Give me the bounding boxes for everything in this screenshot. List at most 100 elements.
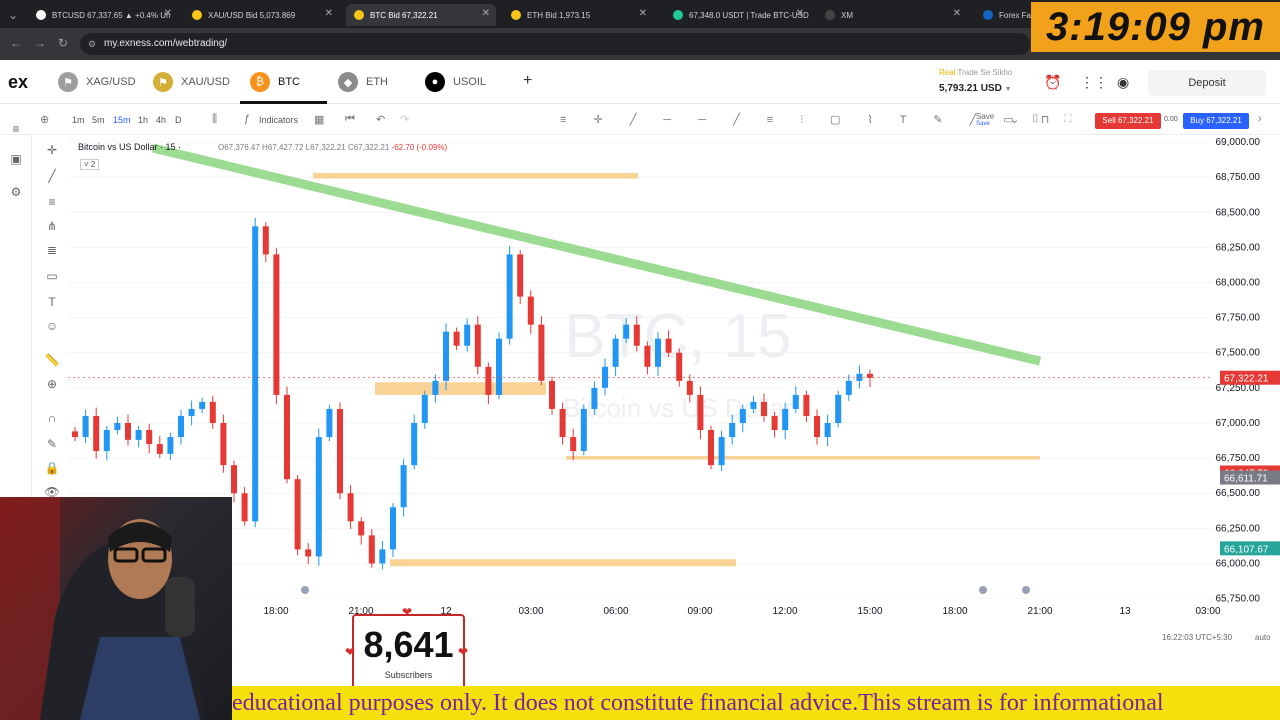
tab-favicon-icon [983,10,993,20]
tab-favicon-icon [36,10,46,20]
instrument-tab-xau-usd[interactable]: ⚑ XAU/USD [153,70,230,94]
heart-icon: ❤ [345,645,356,659]
timeframe-5m[interactable]: 5m [92,115,105,125]
settings-icon[interactable]: ⚙ [10,185,22,199]
economic-event-icon [979,586,987,594]
replay-icon[interactable]: ⏮ [345,113,355,125]
back-icon[interactable]: ← [10,36,22,50]
browser-tab[interactable]: 67,348.0 USDT | Trade BTC-USD ✕ [665,4,810,26]
apps-grid-icon[interactable]: ⋮⋮ [1080,74,1108,90]
ruler-icon[interactable]: 📏 [44,353,60,367]
support-line [566,456,1040,460]
zoom-in-icon[interactable]: ⊕ [46,377,58,391]
emoji-icon[interactable]: ☺ [45,319,59,333]
close-value: C67,322.21 [347,143,390,152]
pitchfork-icon[interactable]: ⋔ [46,219,58,233]
undo-icon[interactable]: ↶ [376,114,386,126]
instrument-tab-usoil[interactable]: ● USOIL [425,70,486,94]
browser-tab[interactable]: ETH Bid 1,973.15 ✕ [503,4,653,26]
instrument-tab-btc[interactable]: ₿ BTC [250,70,300,94]
eye-icon[interactable]: 👁 [44,485,60,499]
add-symbol-icon[interactable]: ⊕ [40,114,50,126]
x-tick-label: 12 [440,606,452,617]
instrument-tab-xag-usd[interactable]: ⚑ XAG/USD [58,70,136,94]
close-tab-icon[interactable]: ✕ [481,8,490,19]
drawing-tools-icon[interactable]: ≡ ✛ ╱ ─ ─ ╱ ≡ ⫶ ▢ ⌇ T ✎ ╱ ▭ ⊓ [560,114,1062,126]
text-icon[interactable]: T [48,295,56,309]
browser-tab[interactable]: XAU/USD Bid 5,073.869 ✕ [184,4,339,26]
tab-title: 67,348.0 USDT | Trade BTC-USD [689,10,809,20]
chevron-down-icon[interactable]: ⌄ [1010,114,1020,126]
tab-favicon-icon [673,10,683,20]
browser-tab[interactable]: Forex Fact [975,4,1035,26]
candle-body [379,549,386,564]
candle-style-icon[interactable]: ⫼ [212,113,218,125]
rectangle-icon[interactable]: ▭ [46,269,58,283]
reload-icon[interactable]: ↻ [58,36,69,50]
add-symbol-button[interactable]: + [523,72,533,89]
browser-tab[interactable]: BTCUSD 67,337.65 ▲ +0.4% Un ✕ [28,4,178,26]
save-layout-button[interactable]: Save Save [976,112,994,127]
instrument-tab-eth[interactable]: ◆ ETH [338,70,388,94]
calendar-icon[interactable]: ▣ [10,152,22,166]
timezone-clock[interactable]: 16:22:03 UTC+5:30 [1162,633,1233,642]
candle-body [686,380,693,395]
candle-body [750,401,757,409]
redo-icon[interactable]: ↷ [400,114,410,126]
profile-icon[interactable]: ◉ [1117,74,1130,90]
timeframe-1h[interactable]: 1h [138,115,149,125]
instrument-label: XAG/USD [86,76,136,88]
x-tick-label: 21:00 [1027,606,1052,617]
crosshair-icon[interactable]: ✛ [46,143,58,157]
close-tab-icon[interactable]: ✕ [324,8,333,19]
horizontal-lines-icon[interactable]: ≡ [48,195,56,209]
browser-tab[interactable]: BTC Bid 67,322.21 ✕ [346,4,496,26]
url-field[interactable]: ⚙ my.exness.com/webtrading/ [80,33,1030,55]
candle-body [273,254,280,395]
trendline-icon[interactable]: ╱ [48,169,56,183]
fib-icon[interactable]: ≣ [46,243,58,257]
alarm-clock-icon[interactable]: ⏰ [1044,74,1062,90]
account-balance[interactable]: 5,793.21 USD ▼ [939,83,1012,94]
timeframe-1m[interactable]: 1m [72,115,85,125]
subscriber-label: Subscribers [384,670,433,680]
timeframe-D[interactable]: D [175,115,182,125]
tab-menu-icon[interactable]: ⌄ [8,8,19,22]
timeframe-4h[interactable]: 4h [156,115,167,125]
templates-icon[interactable]: ▦ [314,114,325,126]
candle-body [125,422,131,440]
account-type[interactable]: Real Trade Se Sikho [939,68,1012,77]
fullscreen-icon[interactable]: ⛶ [1064,113,1072,125]
buy-button[interactable]: Buy 67,322.21 [1183,113,1249,129]
indicator-count-toggle[interactable]: ˅ 2 [80,159,100,170]
save-label: Save [976,112,995,121]
bitcoin-icon: ₿ [250,72,270,92]
deposit-button[interactable]: Deposit [1148,70,1266,96]
forward-icon[interactable]: → [34,36,46,50]
menu-icon[interactable]: ≡ [12,122,20,136]
screenshot-icon[interactable]: ⌷ [1032,113,1039,125]
lock-icon[interactable]: 🔒 [44,461,60,475]
close-tab-icon[interactable]: ✕ [952,8,961,19]
site-info-icon[interactable]: ⚙ [88,39,97,49]
price-label: 67,322.21 [1224,374,1269,385]
close-tab-icon[interactable]: ✕ [163,8,172,19]
close-tab-icon[interactable]: ✕ [795,8,804,19]
low-value: L67,322.21 [305,143,346,152]
indicators-icon[interactable]: ƒ [244,113,251,125]
close-tab-icon[interactable]: ✕ [638,8,647,19]
auto-scale-toggle[interactable]: auto [1255,633,1271,642]
sell-button[interactable]: Sell 67,322.21 [1095,113,1161,129]
browser-tab[interactable]: XM ✕ [817,4,967,26]
magnet-icon[interactable]: ∩ [47,411,57,425]
chevron-right-icon[interactable]: › [1258,113,1262,125]
indicators-button[interactable]: Indicators [259,115,299,125]
instrument-label: USOIL [453,76,487,88]
symbol-title[interactable]: Bitcoin vs US Dollar · 15 · [78,142,182,152]
drawing-toolbar: ✛ ╱ ≡ ⋔ ≣ ▭ T ☺ 📏 ⊕ ∩ ✎ 🔒 👁 [36,135,68,500]
timeframe-15m[interactable]: 15m [113,115,131,125]
y-tick-label: 66,500.00 [1216,488,1261,499]
subscriber-counter: 8,641 Subscribers [352,614,465,691]
pencil-lock-icon[interactable]: ✎ [46,437,58,451]
